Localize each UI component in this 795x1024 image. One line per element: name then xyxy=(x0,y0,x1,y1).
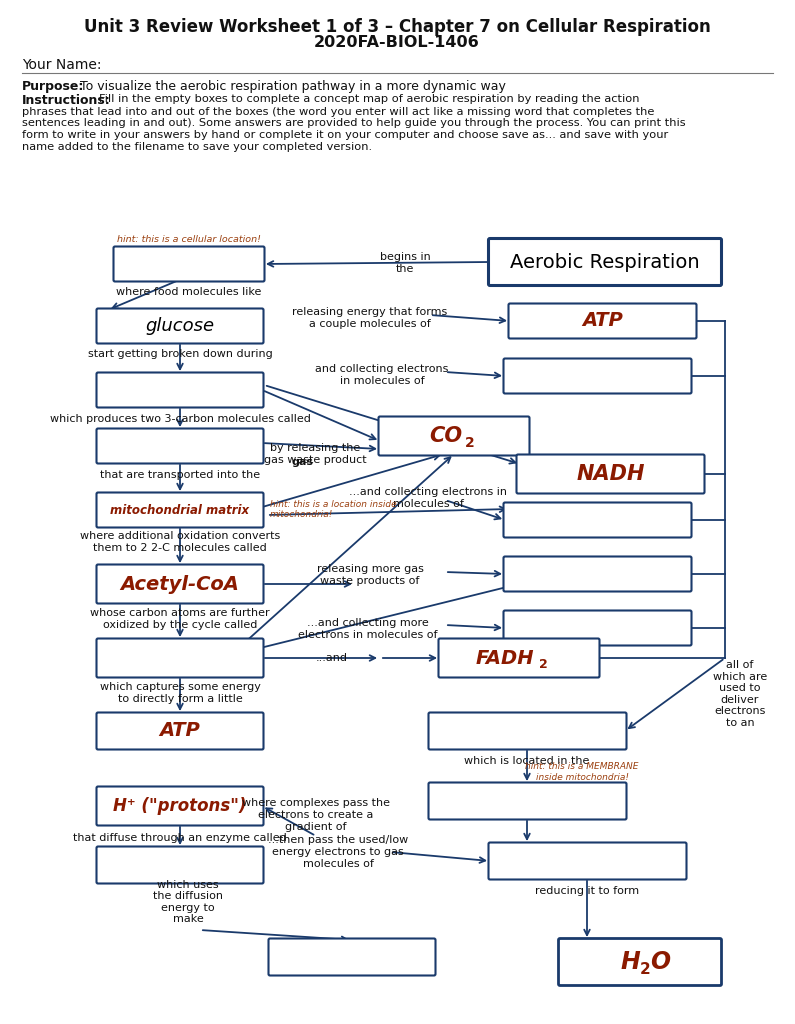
Text: Your Name:: Your Name: xyxy=(22,58,102,72)
Text: ...and: ...and xyxy=(316,653,348,663)
Text: that are transported into the: that are transported into the xyxy=(100,470,260,480)
Text: FADH: FADH xyxy=(475,648,534,668)
Text: ATP: ATP xyxy=(582,311,622,331)
FancyBboxPatch shape xyxy=(96,786,263,825)
Text: which uses
the diffusion
energy to
make: which uses the diffusion energy to make xyxy=(153,880,223,925)
Text: which captures some energy
to directly form a little: which captures some energy to directly f… xyxy=(99,682,261,703)
Text: H: H xyxy=(620,950,640,974)
Text: start getting broken down during: start getting broken down during xyxy=(87,349,273,359)
Text: where additional oxidation converts
them to 2 2-C molecules called: where additional oxidation converts them… xyxy=(80,531,280,553)
FancyBboxPatch shape xyxy=(559,939,722,985)
FancyBboxPatch shape xyxy=(96,564,263,603)
Text: sentences leading in and out). Some answers are provided to help guide you throu: sentences leading in and out). Some answ… xyxy=(22,119,685,128)
Text: hint: this is a MEMBRANE
inside mitochondria!: hint: this is a MEMBRANE inside mitochon… xyxy=(525,762,638,781)
Text: H⁺ ("protons"): H⁺ ("protons") xyxy=(113,797,246,815)
Text: where food molecules like: where food molecules like xyxy=(116,287,262,297)
FancyBboxPatch shape xyxy=(378,417,529,456)
FancyBboxPatch shape xyxy=(488,239,722,286)
Text: NADH: NADH xyxy=(576,464,645,484)
Text: and collecting electrons
in molecules of: and collecting electrons in molecules of xyxy=(316,365,448,386)
Text: reducing it to form: reducing it to form xyxy=(535,886,639,896)
FancyBboxPatch shape xyxy=(96,428,263,464)
FancyBboxPatch shape xyxy=(503,503,692,538)
Text: Instructions:: Instructions: xyxy=(22,94,111,106)
Text: Acetyl-CoA: Acetyl-CoA xyxy=(121,574,239,594)
FancyBboxPatch shape xyxy=(503,556,692,592)
FancyBboxPatch shape xyxy=(96,493,263,527)
Text: by releasing the
​gas waste product: by releasing the ​gas waste product xyxy=(264,443,366,465)
Text: ...and collecting electrons in
molecules of: ...and collecting electrons in molecules… xyxy=(349,487,507,509)
FancyBboxPatch shape xyxy=(96,713,263,750)
FancyBboxPatch shape xyxy=(517,455,704,494)
FancyBboxPatch shape xyxy=(429,713,626,750)
Text: hint: this is a cellular location!: hint: this is a cellular location! xyxy=(117,234,261,244)
FancyBboxPatch shape xyxy=(503,610,692,645)
FancyBboxPatch shape xyxy=(114,247,265,282)
Text: that diffuse through an enzyme called: that diffuse through an enzyme called xyxy=(73,833,287,843)
Text: name added to the filename to save your completed version.: name added to the filename to save your … xyxy=(22,141,372,152)
FancyBboxPatch shape xyxy=(439,639,599,678)
FancyBboxPatch shape xyxy=(269,939,436,976)
Text: Fill in the empty boxes to complete a concept map of aerobic respiration by read: Fill in the empty boxes to complete a co… xyxy=(99,94,639,104)
Text: hint: this is a location inside
mitochondria!: hint: this is a location inside mitochon… xyxy=(270,500,397,519)
FancyBboxPatch shape xyxy=(96,847,263,884)
Text: all of
which are
used to
deliver
electrons
to an: all of which are used to deliver electro… xyxy=(713,660,767,728)
Text: gas: gas xyxy=(291,457,313,467)
Text: mitochondrial matrix: mitochondrial matrix xyxy=(111,504,250,516)
Text: ...then pass the used/low
energy electrons to ​gas
molecules of: ...then pass the used/low energy electro… xyxy=(268,836,408,868)
Text: ...and collecting more
electrons in molecules of: ...and collecting more electrons in mole… xyxy=(298,618,438,640)
Text: form to write in your answers by hand or complete it on your computer and choose: form to write in your answers by hand or… xyxy=(22,130,669,140)
Text: To visualize the aerobic respiration pathway in a more dynamic way: To visualize the aerobic respiration pat… xyxy=(80,80,506,93)
FancyBboxPatch shape xyxy=(429,782,626,819)
Text: 2: 2 xyxy=(640,963,650,978)
Text: phrases that lead into and out of the boxes (the word you enter will act like a : phrases that lead into and out of the bo… xyxy=(22,106,654,117)
Text: 2: 2 xyxy=(465,436,475,450)
FancyBboxPatch shape xyxy=(96,373,263,408)
Text: O: O xyxy=(650,950,670,974)
FancyBboxPatch shape xyxy=(96,639,263,678)
Text: releasing energy that forms
a couple molecules of: releasing energy that forms a couple mol… xyxy=(293,307,448,329)
FancyBboxPatch shape xyxy=(488,843,687,880)
Text: whose carbon atoms are further
oxidized by the cycle called: whose carbon atoms are further oxidized … xyxy=(90,608,270,630)
Text: ATP: ATP xyxy=(160,722,200,740)
Text: 2: 2 xyxy=(539,658,548,672)
Text: Purpose:: Purpose: xyxy=(22,80,84,93)
Text: where complexes pass the
electrons to create a
gradient of: where complexes pass the electrons to cr… xyxy=(242,799,390,831)
Text: Aerobic Respiration: Aerobic Respiration xyxy=(510,253,700,271)
FancyBboxPatch shape xyxy=(503,358,692,393)
Text: begins in
the: begins in the xyxy=(380,252,430,273)
Text: glucose: glucose xyxy=(145,317,215,335)
Text: Unit 3 Review Worksheet 1 of 3 – Chapter 7 on Cellular Respiration: Unit 3 Review Worksheet 1 of 3 – Chapter… xyxy=(83,18,711,36)
Text: which is located in the: which is located in the xyxy=(464,756,590,766)
Text: releasing more ​gas
waste products of: releasing more ​gas waste products of xyxy=(316,564,424,586)
Text: which produces two 3-carbon molecules called: which produces two 3-carbon molecules ca… xyxy=(49,414,310,424)
FancyBboxPatch shape xyxy=(96,308,263,343)
FancyBboxPatch shape xyxy=(509,303,696,339)
Text: 2020FA-BIOL-1406: 2020FA-BIOL-1406 xyxy=(314,35,480,50)
Text: CO: CO xyxy=(429,426,463,446)
